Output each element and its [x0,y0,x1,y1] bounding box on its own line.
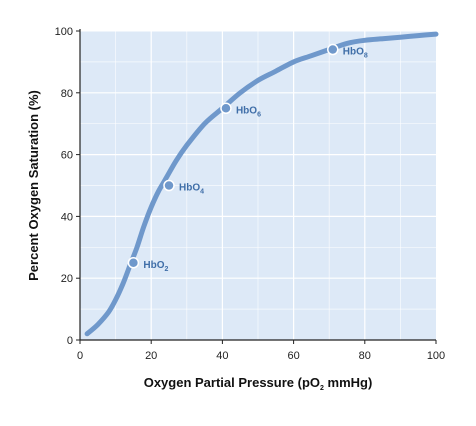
x-tick-label: 80 [359,350,371,362]
saturation-curve [84,31,439,337]
x-axis-title-tail: mmHg) [324,375,372,390]
y-tick-label: 40 [61,211,73,223]
y-axis-title: Percent Oxygen Saturation (%) [26,90,41,281]
data-point-label-subscript: 8 [364,53,368,60]
data-point-label-subscript: 4 [200,189,204,196]
data-point-label-main: HbO [143,260,164,271]
x-tick-label: 100 [427,350,445,362]
data-point-marker [127,257,140,269]
data-point-label: HbO8 [343,47,368,60]
data-point-label: HbO4 [179,183,204,196]
data-point-label-main: HbO [236,105,257,116]
x-axis-title-subscript: 2 [320,385,324,392]
data-point-label: HbO6 [236,105,261,118]
axes [79,29,436,341]
data-point-label-subscript: 2 [165,266,169,273]
y-tick-label: 0 [67,335,73,347]
data-point-marker [163,179,175,192]
x-tick-label: 60 [287,350,299,362]
y-tick-label: 80 [61,88,73,100]
data-point-label-main: HbO [179,183,200,194]
x-tick-label: 0 [77,350,83,362]
tick-labels: 0 20 40 60 80 100 0 20 40 60 80 100 [55,26,446,362]
y-tick-label: 20 [61,273,73,285]
data-point-label: HbO2 [143,260,168,273]
y-tick-label: 60 [61,150,73,162]
data-point-marker [327,43,339,56]
x-axis-title-main: Oxygen Partial Pressure (pO [144,375,320,390]
x-axis-title: Oxygen Partial Pressure (pO2 mmHg) [144,375,373,392]
x-tick-label: 20 [145,350,157,362]
x-tick-label: 40 [216,350,228,362]
y-tick-label: 100 [55,26,73,38]
series-layer [84,31,439,337]
data-point-label-subscript: 6 [257,111,261,118]
data-point-marker [220,102,232,114]
data-point-label-main: HbO [343,47,364,58]
